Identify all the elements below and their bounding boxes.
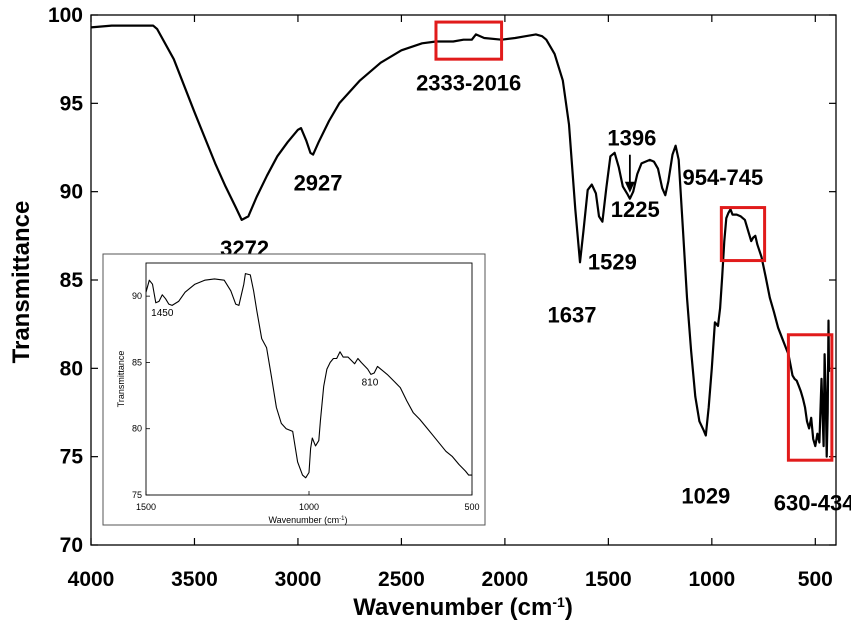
y-tick-label: 100 — [48, 4, 83, 27]
main-x-axis: 4000 3500 3000 2500 2000 1500 1000 500 — [68, 15, 833, 591]
inset-y-tick-label: 75 — [132, 490, 142, 500]
highlight-boxes — [434, 20, 834, 462]
peak-arrow-head — [624, 181, 635, 193]
inset-x-tick-label: 500 — [464, 502, 479, 512]
x-tick-label: 4000 — [68, 568, 115, 591]
inset-plot: 1500 1000 500 75 80 85 90 1450 810 Wavenumber … — [102, 253, 486, 526]
peak-label: 1637 — [548, 302, 597, 327]
x-tick-label: 1000 — [688, 568, 735, 591]
main-plot: 4000 3500 3000 2500 2000 1500 1000 500 70 75 80 85… — [8, 4, 851, 621]
inset-y-tick-label: 85 — [132, 357, 142, 367]
highlight-box — [719, 206, 767, 263]
peak-label: 1529 — [588, 250, 637, 275]
x-tick-label: 1500 — [585, 568, 632, 591]
main-y-axis: 70 75 80 85 90 95 100 — [48, 4, 836, 557]
x-tick-label: 2000 — [482, 568, 529, 591]
y-tick-label: 70 — [60, 534, 83, 557]
peak-label: 2927 — [294, 171, 343, 196]
inset-peak-label: 1450 — [151, 308, 174, 319]
inset-transmittance-curve — [145, 273, 472, 479]
x-tick-label: 2500 — [378, 568, 425, 591]
y-tick-label: 75 — [60, 446, 84, 469]
peak-label: 954-745 — [683, 165, 764, 190]
y-tick-label: 90 — [60, 181, 83, 204]
highlight-box — [786, 333, 834, 462]
main-y-axis-title: Transmittance — [8, 201, 35, 364]
y-tick-label: 80 — [60, 357, 83, 380]
inset-peak-label: 810 — [362, 377, 379, 388]
inset-y-axis-title: Transmittance — [116, 351, 126, 408]
peak-label: 1396 — [607, 126, 656, 151]
x-tick-label: 3000 — [275, 568, 322, 591]
inset-peak-labels: 1450 810 — [151, 308, 379, 389]
peak-label: 2333-2016 — [416, 71, 521, 96]
inset-y-tick-label: 90 — [132, 291, 142, 301]
inset-y-tick-label: 80 — [132, 424, 142, 434]
inset-panel — [102, 253, 486, 526]
y-tick-label: 95 — [60, 92, 84, 115]
inset-x-axis-title: Wavenumber (cm-1) — [268, 515, 347, 525]
y-tick-label: 85 — [60, 269, 84, 292]
x-tick-label: 500 — [798, 568, 833, 591]
main-transmittance-curve — [90, 24, 831, 458]
inset-x-tick-label: 1000 — [299, 502, 319, 512]
peak-labels: 327229272333-20161637152913961225954-745… — [220, 71, 851, 516]
highlight-box — [434, 20, 504, 61]
peak-label: 630-434 — [774, 491, 851, 516]
x-tick-label: 3500 — [171, 568, 218, 591]
peak-label: 1225 — [611, 197, 660, 222]
inset-y-axis: 75 80 85 90 — [132, 291, 150, 500]
inset-x-tick-label: 1500 — [136, 502, 156, 512]
main-x-axis-title: Wavenumber (cm-1) — [353, 594, 573, 621]
inset-x-axis: 1500 1000 500 — [136, 491, 480, 512]
peak-label: 1029 — [681, 483, 730, 508]
